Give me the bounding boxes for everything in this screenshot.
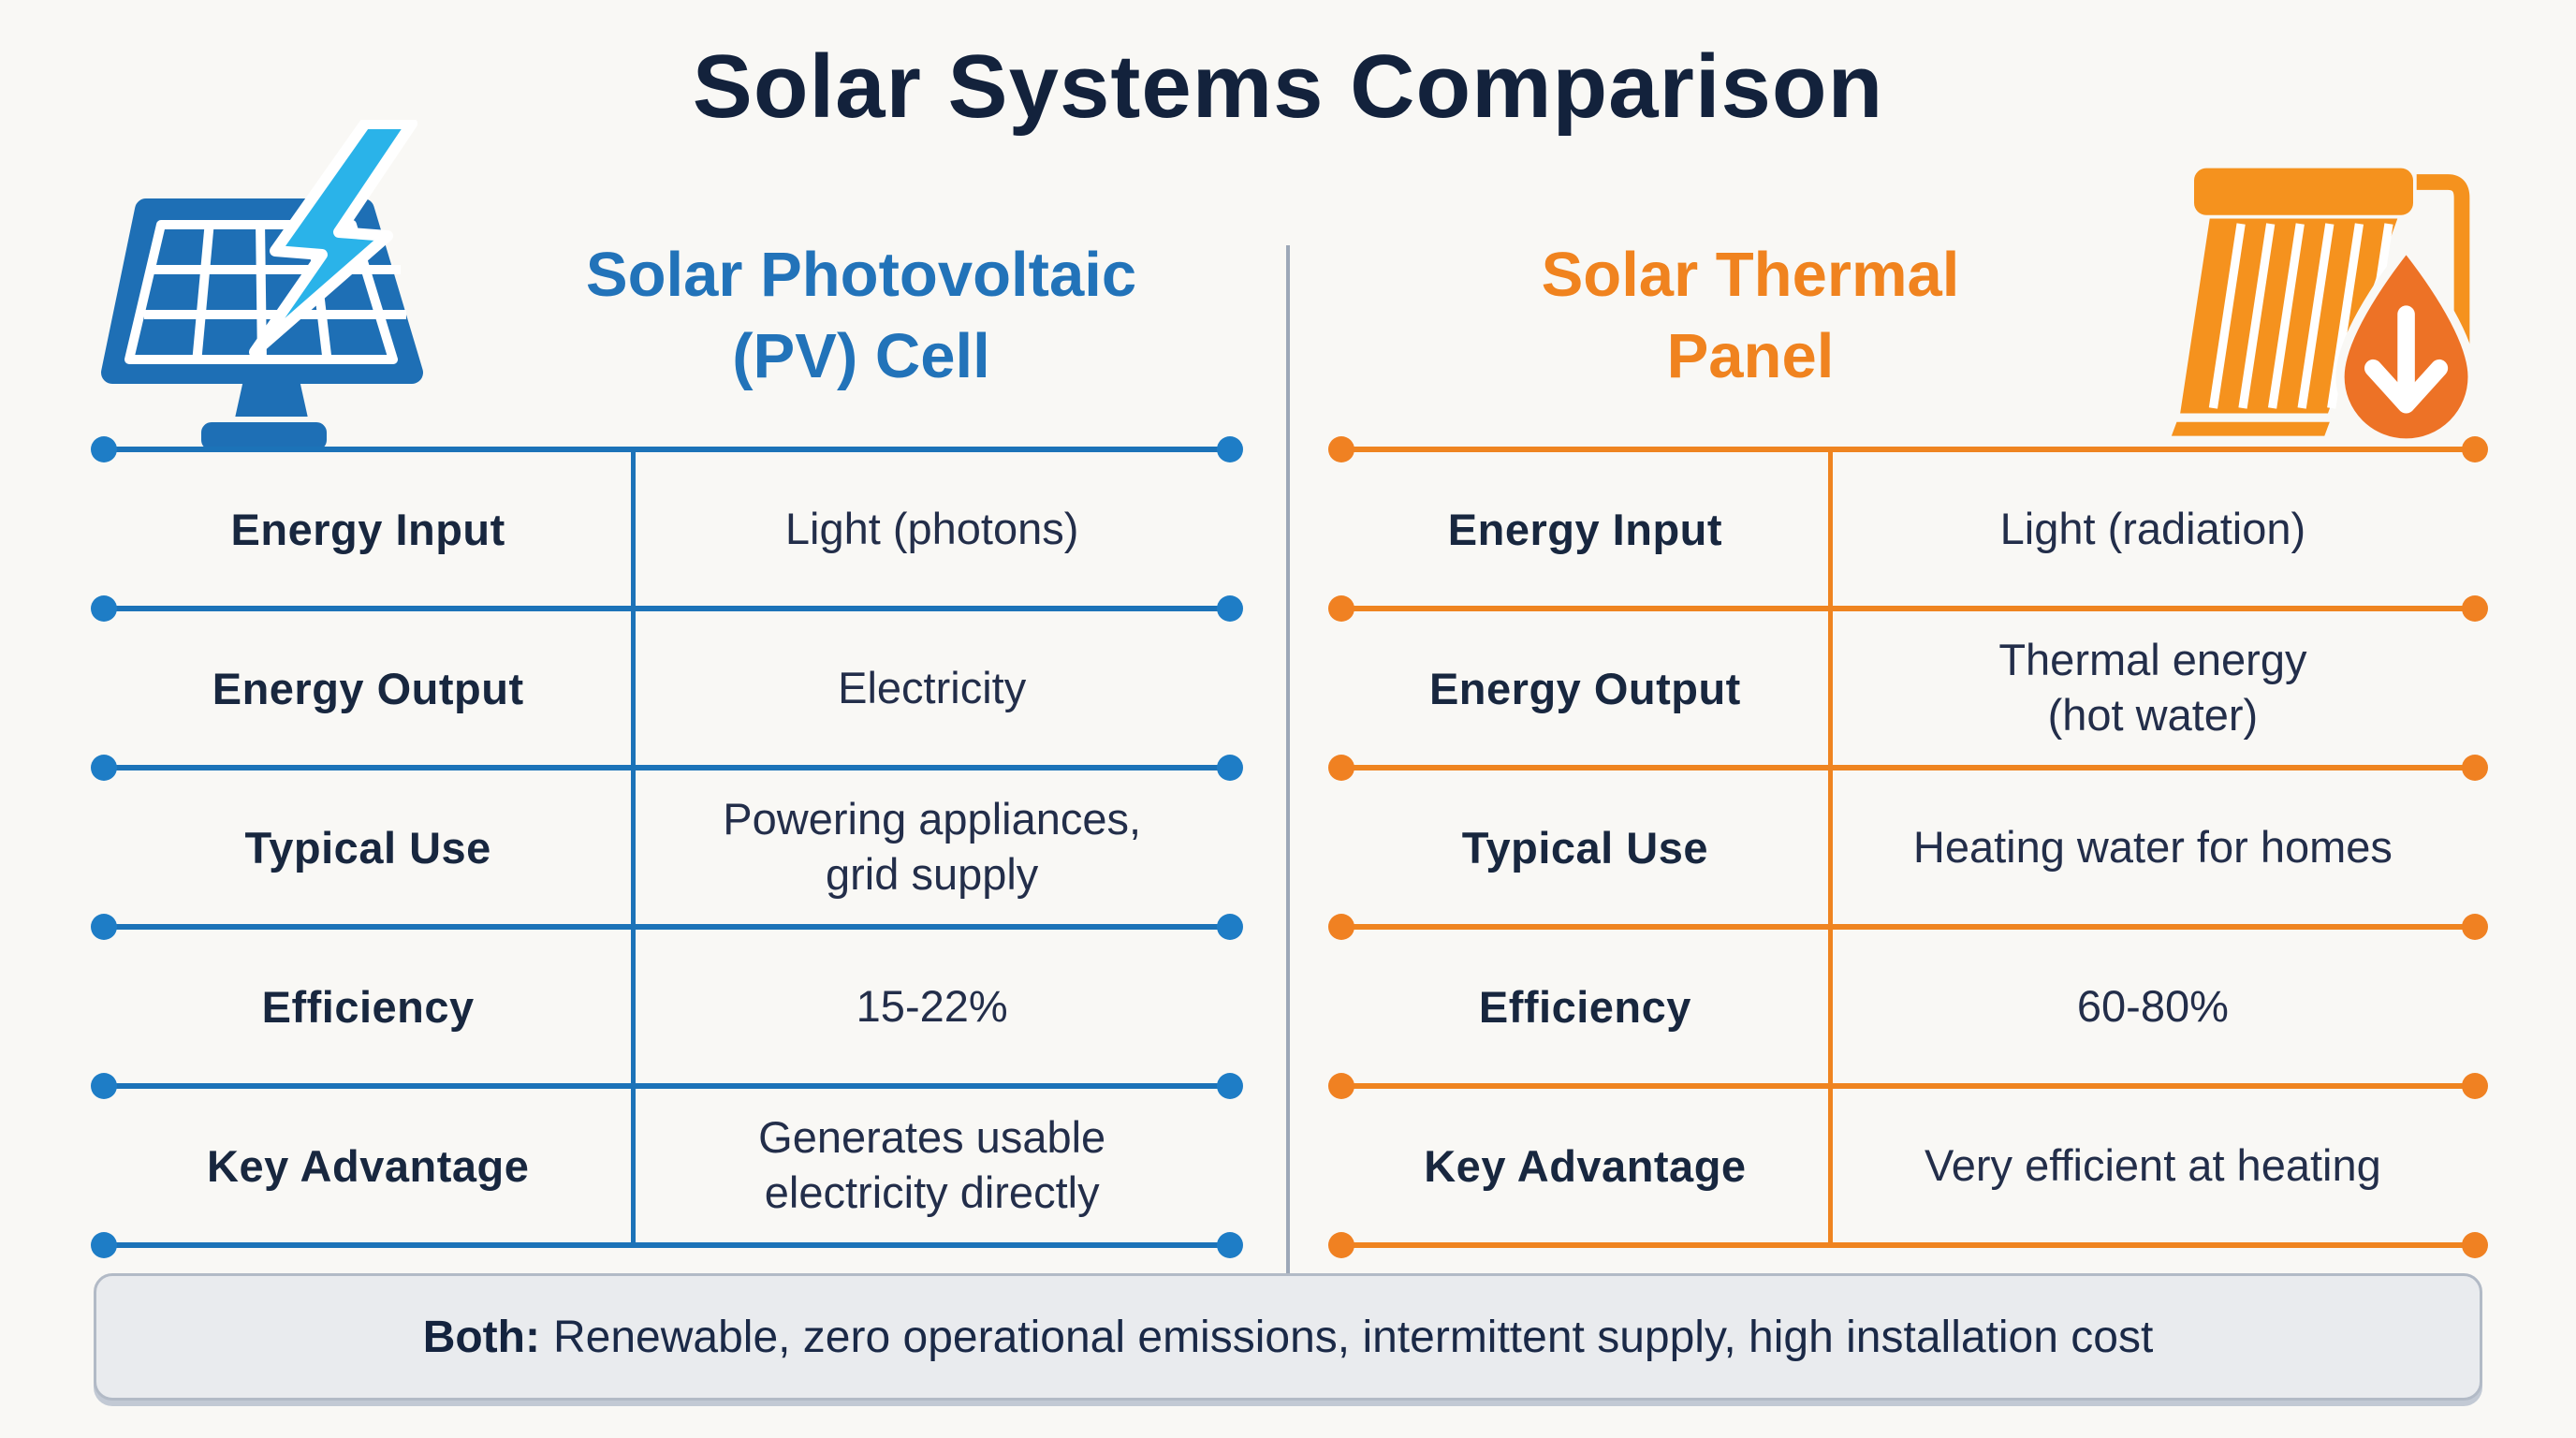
row-value: Generates usable electricity directly (758, 1112, 1106, 1217)
row-value: Heating water for homes (1912, 821, 2393, 872)
thermal-table-line-5 (1340, 1242, 2476, 1248)
row-label: Energy Input (1447, 504, 1723, 554)
row-label: Key Advantage (1424, 1140, 1747, 1191)
row-label: Typical Use (1461, 822, 1709, 873)
table-row: Energy Input Light (photons) (103, 449, 1231, 609)
table-row: Efficiency 60-80% (1340, 927, 2476, 1086)
thermal-table-line-1 (1340, 606, 2476, 611)
table-row: Energy Output Thermal energy (hot water) (1340, 609, 2476, 768)
thermal-panel-water-drop-icon (2170, 161, 2535, 483)
table-row: Energy Output Electricity (103, 609, 1231, 768)
table-row: Typical Use Heating water for homes (1340, 768, 2476, 927)
pv-column-title-line1: Solar Photovoltaic (585, 240, 1137, 310)
table-row: Key Advantage Generates usable electrici… (103, 1086, 1231, 1245)
row-value: Light (radiation) (1999, 503, 2306, 553)
page-title: Solar Systems Comparison (692, 37, 1884, 137)
row-value: Very efficient at heating (1925, 1139, 2381, 1190)
row-label: Efficiency (261, 981, 475, 1032)
footer-text: Renewable, zero operational emissions, i… (552, 1312, 2154, 1362)
pv-table-line-5 (103, 1242, 1231, 1248)
table-row: Efficiency 15-22% (103, 927, 1231, 1086)
pv-table-line-3 (103, 924, 1231, 930)
thermal-column-title-line1: Solar Thermal (1541, 240, 1960, 310)
pv-table-line-4 (103, 1083, 1231, 1089)
row-value: Electricity (838, 662, 1027, 712)
thermal-table: Energy Input Light (radiation) Energy Ou… (1340, 447, 2476, 1248)
thermal-table-line-2 (1340, 765, 2476, 770)
table-row: Energy Input Light (radiation) (1340, 449, 2476, 609)
row-value: Powering appliances, grid supply (723, 794, 1142, 899)
thermal-table-line-4 (1340, 1083, 2476, 1089)
solar-panel-lightning-icon (82, 118, 457, 498)
row-label: Typical Use (244, 822, 491, 873)
thermal-column-header: Solar Thermal Panel (1367, 234, 2134, 397)
footer-prefix: Both: (422, 1312, 540, 1362)
row-value: 15-22% (856, 980, 1008, 1031)
row-value: Light (photons) (784, 503, 1079, 553)
pv-table: Energy Input Light (photons) Energy Outp… (103, 447, 1231, 1248)
row-value: 60-80% (2076, 980, 2229, 1031)
pv-column-header: Solar Photovoltaic (PV) Cell (473, 234, 1250, 397)
thermal-column-title-line2: Panel (1666, 321, 1835, 392)
row-value: Thermal energy (hot water) (1998, 635, 2307, 740)
pv-table-line-2 (103, 765, 1231, 770)
footer-banner: Both: Renewable, zero operational emissi… (94, 1273, 2482, 1401)
pv-column-title-line2: (PV) Cell (732, 321, 990, 392)
thermal-table-divider (1827, 449, 1833, 1245)
center-divider (1286, 245, 1290, 1273)
row-label: Key Advantage (207, 1140, 530, 1191)
row-label: Energy Input (230, 504, 505, 554)
pv-table-line-0 (103, 447, 1231, 452)
pv-table-line-1 (103, 606, 1231, 611)
table-row: Typical Use Powering appliances, grid su… (103, 768, 1231, 927)
row-label: Efficiency (1478, 981, 1691, 1032)
pv-table-divider (631, 449, 637, 1245)
thermal-table-line-0 (1340, 447, 2476, 452)
row-label: Energy Output (212, 663, 524, 713)
thermal-table-line-3 (1340, 924, 2476, 930)
row-label: Energy Output (1428, 663, 1741, 713)
table-row: Key Advantage Very efficient at heating (1340, 1086, 2476, 1245)
